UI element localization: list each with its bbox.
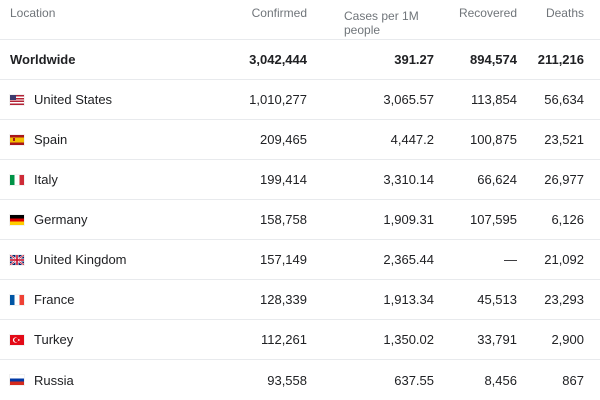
confirmed-cell: 128,339 [260,292,307,307]
recovered-cell: 66,624 [477,172,517,187]
deaths-cell: 6,126 [551,212,584,227]
spain-flag-icon [10,134,24,145]
location-cell: Turkey [10,320,230,359]
table-row[interactable]: Turkey 112,261 1,350.02 33,791 2,900 [0,320,600,360]
table-row[interactable]: Germany 158,758 1,909.31 107,595 6,126 [0,200,600,240]
location-column-header[interactable]: Location [10,6,56,20]
confirmed-cell: 3,042,444 [249,52,307,67]
location-name: Italy [34,172,58,187]
table-row[interactable]: Spain 209,465 4,447.2 100,875 23,521 [0,120,600,160]
confirmed-cell: 1,010,277 [249,92,307,107]
confirmed-cell: 157,149 [260,252,307,267]
location-cell: Italy [10,160,230,199]
table-row[interactable]: United States 1,010,277 3,065.57 113,854… [0,80,600,120]
location-name: Germany [34,212,88,227]
cases-per-1m-column-header[interactable]: Cases per 1M people [344,0,434,39]
cases-per-1m-cell: 3,065.57 [383,92,434,107]
deaths-cell: 26,977 [544,172,584,187]
russia-flag-icon [10,375,24,385]
cases-per-1m-cell: 1,913.34 [383,292,434,307]
recovered-cell: 113,854 [470,92,517,107]
confirmed-cell: 199,414 [260,172,307,187]
cases-per-1m-cell: 3,310.14 [383,172,434,187]
deaths-cell: 211,216 [537,52,584,67]
confirmed-cell: 93,558 [267,372,307,388]
table-header: Location Confirmed Cases per 1M people R… [0,0,600,40]
confirmed-column-header[interactable]: Confirmed [251,6,307,20]
turkey-flag-icon [10,334,24,345]
deaths-cell: 23,293 [544,292,584,307]
confirmed-cell: 209,465 [260,132,307,147]
germany-flag-icon [10,214,24,225]
table-row[interactable]: United Kingdom 157,149 2,365.44 — 21,092 [0,240,600,280]
deaths-cell: 21,092 [544,252,584,267]
location-cell: Russia [10,360,230,400]
table-row-worldwide[interactable]: Worldwide 3,042,444 391.27 894,574 211,2… [0,40,600,80]
confirmed-cell: 158,758 [260,212,307,227]
location-cell: United Kingdom [10,240,230,279]
cases-per-1m-cell: 1,350.02 [383,332,434,347]
location-cell: Spain [10,120,230,159]
table-row[interactable]: France 128,339 1,913.34 45,513 23,293 [0,280,600,320]
location-name: Turkey [34,332,74,347]
cases-per-1m-cell: 637.55 [394,372,434,388]
uk-flag-icon [10,254,24,265]
recovered-cell: 45,513 [477,292,517,307]
location-cell: Worldwide [10,52,76,67]
recovered-cell: 8,456 [484,372,517,388]
location-name: Spain [34,132,68,147]
cases-per-1m-cell: 4,447.2 [390,132,434,147]
location-cell: France [10,280,230,319]
recovered-cell: — [504,252,517,267]
cases-per-1m-cell: 2,365.44 [383,252,434,267]
cases-per-1m-header-line2: people [344,22,381,37]
deaths-cell: 23,521 [544,132,584,147]
cases-per-1m-cell: 1,909.31 [383,212,434,227]
deaths-column-header[interactable]: Deaths [545,6,584,20]
france-flag-icon [10,294,24,305]
table-row[interactable]: Italy 199,414 3,310.14 66,624 26,977 [0,160,600,200]
us-flag-icon [10,94,24,105]
recovered-cell: 100,875 [470,132,517,147]
location-cell: Germany [10,200,230,239]
deaths-cell: 56,634 [544,92,584,107]
recovered-column-header[interactable]: Recovered [458,6,517,20]
location-name: Russia [34,372,74,388]
cases-per-1m-header-line1: Cases per 1M [344,8,419,23]
location-name: France [34,292,75,307]
cases-per-1m-cell: 391.27 [394,52,434,67]
deaths-cell: 867 [562,372,584,388]
table-row[interactable]: Russia 93,558 637.55 8,456 867 [0,360,600,400]
location-name: United Kingdom [34,252,127,267]
confirmed-cell: 112,261 [260,332,307,347]
italy-flag-icon [10,174,24,185]
location-name: United States [34,92,113,107]
recovered-cell: 33,791 [477,332,517,347]
deaths-cell: 2,900 [551,332,584,347]
recovered-cell: 894,574 [470,52,517,67]
recovered-cell: 107,595 [470,212,517,227]
location-cell: United States [10,80,230,119]
